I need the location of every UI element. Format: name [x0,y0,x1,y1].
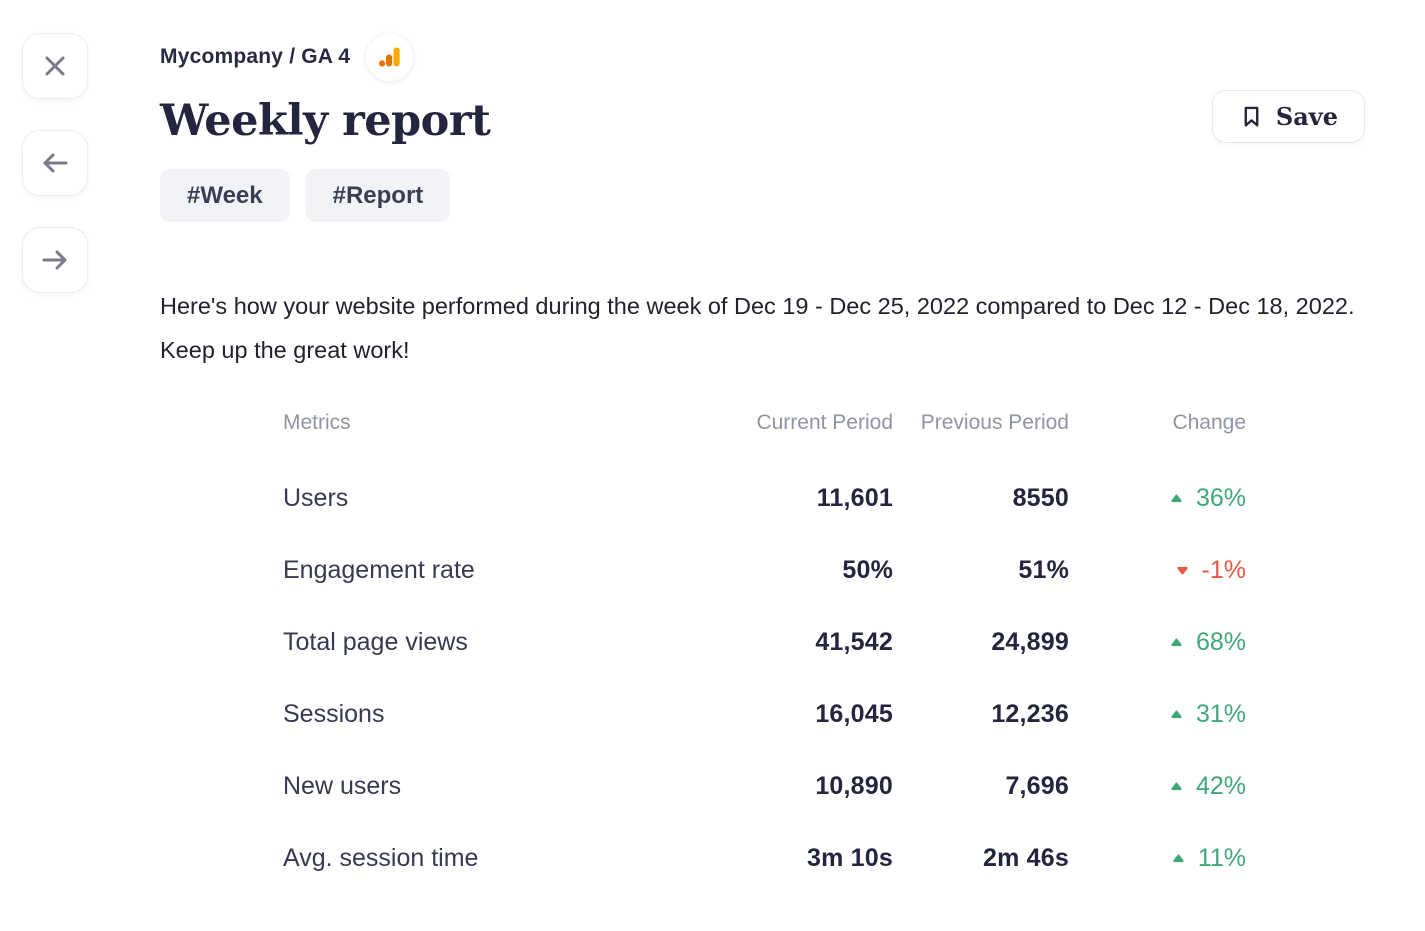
save-button[interactable]: Save [1211,90,1365,143]
change-percent: -1% [1201,555,1246,584]
table-row: Engagement rate 50% 51% -1% [283,534,1246,606]
trend-arrow-icon [1176,566,1189,575]
back-button[interactable] [22,130,88,196]
google-analytics-icon [378,45,402,69]
metric-name: Sessions [283,699,385,728]
current-period-value: 50% [842,555,893,584]
intro-paragraph: Here's how your website performed during… [160,293,1355,363]
table-row: New users 10,890 7,696 42% [283,750,1246,822]
change-value: 68% [1069,628,1246,657]
change-value: 36% [1069,484,1246,513]
change-percent: 36% [1195,483,1246,512]
table-header-row: Metrics Current Period Previous Period C… [283,382,1246,462]
previous-period-value: 8550 [1012,483,1069,512]
previous-period-value: 24,899 [991,627,1069,656]
trend-arrow-icon [1170,710,1183,719]
close-icon [40,51,70,81]
close-button[interactable] [22,33,88,99]
metric-name: New users [283,771,402,800]
change-percent: 42% [1195,771,1246,800]
tag-report[interactable]: #Report [305,169,451,222]
change-value: -1% [1069,556,1246,585]
current-period-value: 16,045 [815,699,893,728]
change-percent: 68% [1195,627,1246,656]
forward-button[interactable] [22,227,88,293]
metric-name: Users [283,483,349,512]
current-period-value: 11,601 [816,483,893,512]
table-row: Total page views 41,542 24,899 68% [283,606,1246,678]
column-header-current-period: Current Period [756,410,893,434]
change-value: 31% [1069,700,1246,729]
report-document: Mycompany / GA 4 Weekly report Save #Wee… [160,33,1365,894]
change-value: 11% [1069,844,1246,873]
column-header-metrics: Metrics [283,410,351,434]
arrow-right-icon [39,245,71,275]
trend-arrow-icon [1170,494,1183,503]
metric-name: Avg. session time [283,843,479,872]
current-period-value: 3m 10s [807,843,893,872]
table-row: Sessions 16,045 12,236 31% [283,678,1246,750]
current-period-value: 10,890 [815,771,893,800]
previous-period-value: 7,696 [1005,771,1069,800]
breadcrumb[interactable]: Mycompany / GA 4 [160,45,351,68]
trend-arrow-icon [1172,854,1185,863]
arrow-left-icon [39,148,71,178]
metrics-table: Metrics Current Period Previous Period C… [283,382,1246,894]
change-percent: 31% [1195,699,1246,728]
change-value: 42% [1069,772,1246,801]
floating-nav [22,33,88,293]
bookmark-icon [1239,104,1264,129]
tag-week[interactable]: #Week [160,169,290,222]
previous-period-value: 51% [1018,555,1069,584]
column-header-previous-period: Previous Period [920,410,1069,434]
change-percent: 11% [1197,843,1246,872]
metric-name: Engagement rate [283,555,475,584]
google-analytics-badge [366,33,414,81]
metric-name: Total page views [283,627,468,656]
tag-list: #Week #Report [160,169,1365,222]
trend-arrow-icon [1170,638,1183,647]
column-header-change: Change [1172,410,1246,434]
save-button-label: Save [1275,102,1338,131]
previous-period-value: 12,236 [991,699,1069,728]
trend-arrow-icon [1170,782,1183,791]
current-period-value: 41,542 [815,627,893,656]
previous-period-value: 2m 46s [983,843,1069,872]
table-row: Avg. session time 3m 10s 2m 46s 11% [283,822,1246,894]
table-row: Users 11,601 8550 36% [283,462,1246,534]
page-title[interactable]: Weekly report [160,96,491,146]
